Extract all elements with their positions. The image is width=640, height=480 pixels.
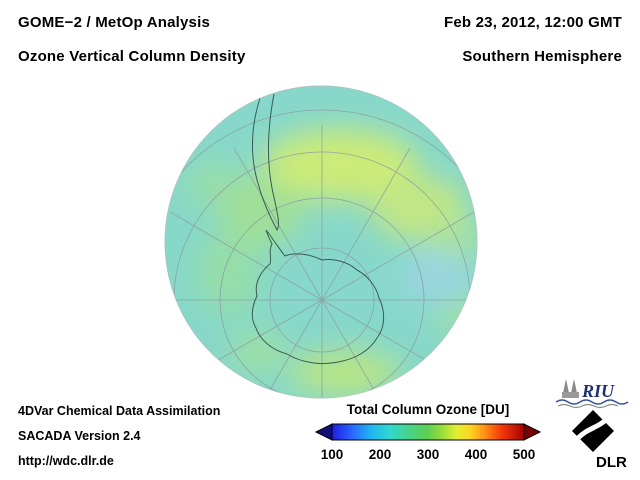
colorbar-tick-400: 400 [464,447,488,462]
riu-logo-text: RIU [581,381,615,401]
hemisphere-globe [164,85,557,399]
riu-cathedral-base [562,392,579,398]
header-subtitle: Ozone Vertical Column Density [18,48,246,65]
antarctica-coast [251,229,385,365]
riu-logo: RIU [555,379,629,409]
africa-coast [512,118,557,198]
colorbar-tick-500: 500 [512,447,536,462]
riu-cathedral-icon [563,379,569,393]
colorbar-title: Total Column Ozone [DU] [346,402,510,417]
header-datetime: Feb 23, 2012, 12:00 GMT [443,14,622,31]
colorbar [314,423,542,441]
riu-wave-line-2 [557,403,619,409]
dlr-logo: DLR [572,410,627,471]
colorbar-tick-100: 100 [320,447,344,462]
header-title: GOME−2 / MetOp Analysis [18,14,211,31]
south-america-coast [251,89,279,231]
footer-version: SACADA Version 2.4 [18,429,141,443]
colorbar-gradient-bar [331,423,525,441]
footer-url: http://wdc.dlr.de [18,454,114,468]
coastlines [251,89,557,365]
colorbar-overflow-arrow [523,423,542,441]
riu-wave-line-1 [555,399,629,405]
riu-cathedral-icon-2 [571,379,577,393]
ozone-field [185,129,477,395]
header-region: Southern Hemisphere [462,48,622,65]
dlr-swoosh [576,416,610,440]
dlr-logo-text: DLR [596,454,627,471]
footer-assimilation: 4DVar Chemical Data Assimilation [18,404,221,418]
colorbar-underflow-arrow [314,423,333,441]
colorbar-tick-300: 300 [416,447,440,462]
dlr-diamond-icon [572,410,614,452]
colorbar-tick-200: 200 [368,447,392,462]
